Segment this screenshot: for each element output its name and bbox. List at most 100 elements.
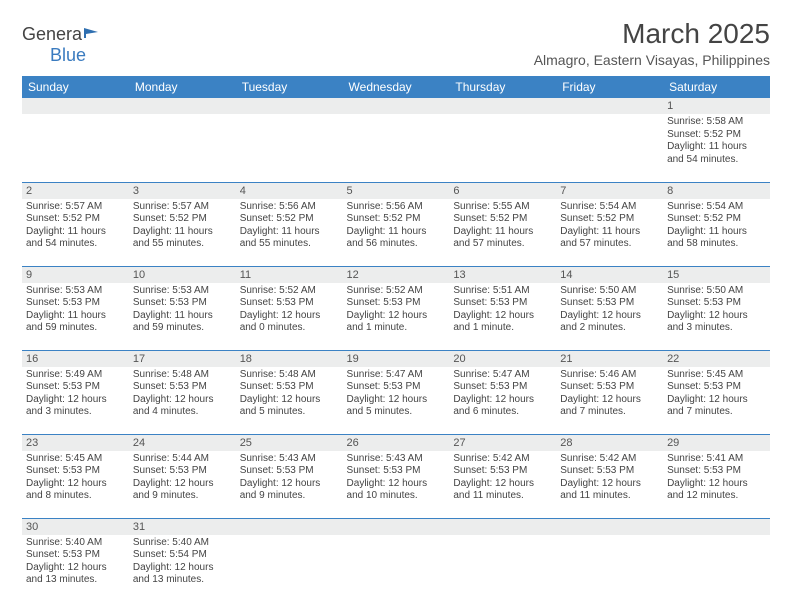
daylight-text: Daylight: 12 hours and 7 minutes. (560, 394, 659, 419)
day-header: Friday (556, 76, 663, 98)
day-number-empty (556, 519, 663, 535)
sunrise-text: Sunrise: 5:49 AM (26, 369, 125, 382)
day-number: 3 (129, 183, 236, 199)
day-content: Sunrise: 5:48 AMSunset: 5:53 PMDaylight:… (236, 367, 343, 423)
day-number: 20 (449, 351, 556, 367)
sunset-text: Sunset: 5:53 PM (667, 465, 766, 478)
day-number: 15 (663, 267, 770, 283)
day-content: Sunrise: 5:45 AMSunset: 5:53 PMDaylight:… (22, 451, 129, 507)
sunset-text: Sunset: 5:53 PM (240, 381, 339, 394)
day-number: 26 (343, 435, 450, 451)
calendar-cell (236, 518, 343, 602)
daylight-text: Daylight: 12 hours and 1 minute. (453, 310, 552, 335)
sunset-text: Sunset: 5:53 PM (453, 465, 552, 478)
calendar-week: 2Sunrise: 5:57 AMSunset: 5:52 PMDaylight… (22, 182, 770, 266)
day-content: Sunrise: 5:49 AMSunset: 5:53 PMDaylight:… (22, 367, 129, 423)
day-header: Saturday (663, 76, 770, 98)
sunset-text: Sunset: 5:53 PM (133, 297, 232, 310)
sunrise-text: Sunrise: 5:53 AM (26, 285, 125, 298)
sunrise-text: Sunrise: 5:45 AM (26, 453, 125, 466)
calendar-week: 30Sunrise: 5:40 AMSunset: 5:53 PMDayligh… (22, 518, 770, 602)
day-header: Thursday (449, 76, 556, 98)
daylight-text: Daylight: 12 hours and 5 minutes. (240, 394, 339, 419)
day-content: Sunrise: 5:52 AMSunset: 5:53 PMDaylight:… (343, 283, 450, 339)
sunset-text: Sunset: 5:52 PM (667, 129, 766, 142)
sunrise-text: Sunrise: 5:42 AM (560, 453, 659, 466)
day-content: Sunrise: 5:53 AMSunset: 5:53 PMDaylight:… (129, 283, 236, 339)
sunrise-text: Sunrise: 5:46 AM (560, 369, 659, 382)
sunset-text: Sunset: 5:53 PM (560, 297, 659, 310)
sunrise-text: Sunrise: 5:44 AM (133, 453, 232, 466)
page-subtitle: Almagro, Eastern Visayas, Philippines (534, 52, 770, 68)
day-content: Sunrise: 5:40 AMSunset: 5:54 PMDaylight:… (129, 535, 236, 591)
logo-text: GeneraBlue (22, 24, 102, 66)
calendar-week: 23Sunrise: 5:45 AMSunset: 5:53 PMDayligh… (22, 434, 770, 518)
calendar-cell: 12Sunrise: 5:52 AMSunset: 5:53 PMDayligh… (343, 266, 450, 350)
logo: GeneraBlue (22, 24, 102, 66)
calendar-cell: 14Sunrise: 5:50 AMSunset: 5:53 PMDayligh… (556, 266, 663, 350)
day-number: 7 (556, 183, 663, 199)
calendar-week: 1Sunrise: 5:58 AMSunset: 5:52 PMDaylight… (22, 98, 770, 182)
day-content: Sunrise: 5:47 AMSunset: 5:53 PMDaylight:… (449, 367, 556, 423)
calendar-cell: 27Sunrise: 5:42 AMSunset: 5:53 PMDayligh… (449, 434, 556, 518)
sunrise-text: Sunrise: 5:47 AM (347, 369, 446, 382)
day-content: Sunrise: 5:54 AMSunset: 5:52 PMDaylight:… (663, 199, 770, 255)
sunrise-text: Sunrise: 5:48 AM (240, 369, 339, 382)
calendar-cell: 25Sunrise: 5:43 AMSunset: 5:53 PMDayligh… (236, 434, 343, 518)
sunrise-text: Sunrise: 5:54 AM (667, 201, 766, 214)
day-number: 10 (129, 267, 236, 283)
daylight-text: Daylight: 11 hours and 56 minutes. (347, 226, 446, 251)
daylight-text: Daylight: 12 hours and 9 minutes. (240, 478, 339, 503)
daylight-text: Daylight: 11 hours and 55 minutes. (240, 226, 339, 251)
calendar-cell: 2Sunrise: 5:57 AMSunset: 5:52 PMDaylight… (22, 182, 129, 266)
sunrise-text: Sunrise: 5:45 AM (667, 369, 766, 382)
day-number: 18 (236, 351, 343, 367)
day-header: Tuesday (236, 76, 343, 98)
day-number: 30 (22, 519, 129, 535)
day-content: Sunrise: 5:43 AMSunset: 5:53 PMDaylight:… (343, 451, 450, 507)
calendar-cell (129, 98, 236, 182)
day-content: Sunrise: 5:41 AMSunset: 5:53 PMDaylight:… (663, 451, 770, 507)
sunrise-text: Sunrise: 5:47 AM (453, 369, 552, 382)
sunset-text: Sunset: 5:52 PM (453, 213, 552, 226)
calendar-cell: 16Sunrise: 5:49 AMSunset: 5:53 PMDayligh… (22, 350, 129, 434)
calendar-cell: 17Sunrise: 5:48 AMSunset: 5:53 PMDayligh… (129, 350, 236, 434)
sunset-text: Sunset: 5:53 PM (667, 381, 766, 394)
calendar-cell: 18Sunrise: 5:48 AMSunset: 5:53 PMDayligh… (236, 350, 343, 434)
calendar-week: 16Sunrise: 5:49 AMSunset: 5:53 PMDayligh… (22, 350, 770, 434)
day-number: 13 (449, 267, 556, 283)
day-number-empty (343, 519, 450, 535)
calendar-cell: 21Sunrise: 5:46 AMSunset: 5:53 PMDayligh… (556, 350, 663, 434)
sunrise-text: Sunrise: 5:53 AM (133, 285, 232, 298)
day-header-row: Sunday Monday Tuesday Wednesday Thursday… (22, 76, 770, 98)
sunset-text: Sunset: 5:53 PM (26, 465, 125, 478)
day-number: 23 (22, 435, 129, 451)
sunset-text: Sunset: 5:53 PM (347, 465, 446, 478)
calendar-cell (343, 98, 450, 182)
calendar-cell (556, 518, 663, 602)
sunset-text: Sunset: 5:53 PM (453, 297, 552, 310)
sunset-text: Sunset: 5:52 PM (560, 213, 659, 226)
calendar-table: Sunday Monday Tuesday Wednesday Thursday… (22, 76, 770, 602)
day-content: Sunrise: 5:40 AMSunset: 5:53 PMDaylight:… (22, 535, 129, 591)
day-number: 8 (663, 183, 770, 199)
day-number-empty (343, 98, 450, 114)
day-number: 25 (236, 435, 343, 451)
calendar-cell: 8Sunrise: 5:54 AMSunset: 5:52 PMDaylight… (663, 182, 770, 266)
daylight-text: Daylight: 12 hours and 11 minutes. (453, 478, 552, 503)
day-number: 11 (236, 267, 343, 283)
sunset-text: Sunset: 5:53 PM (133, 465, 232, 478)
day-content: Sunrise: 5:50 AMSunset: 5:53 PMDaylight:… (663, 283, 770, 339)
daylight-text: Daylight: 12 hours and 1 minute. (347, 310, 446, 335)
calendar-cell: 23Sunrise: 5:45 AMSunset: 5:53 PMDayligh… (22, 434, 129, 518)
daylight-text: Daylight: 12 hours and 12 minutes. (667, 478, 766, 503)
calendar-cell: 9Sunrise: 5:53 AMSunset: 5:53 PMDaylight… (22, 266, 129, 350)
day-number: 12 (343, 267, 450, 283)
title-block: March 2025 Almagro, Eastern Visayas, Phi… (534, 18, 770, 68)
calendar-cell: 28Sunrise: 5:42 AMSunset: 5:53 PMDayligh… (556, 434, 663, 518)
sunset-text: Sunset: 5:53 PM (133, 381, 232, 394)
sunset-text: Sunset: 5:53 PM (453, 381, 552, 394)
sunset-text: Sunset: 5:53 PM (26, 381, 125, 394)
calendar-cell: 5Sunrise: 5:56 AMSunset: 5:52 PMDaylight… (343, 182, 450, 266)
day-number-empty (236, 519, 343, 535)
